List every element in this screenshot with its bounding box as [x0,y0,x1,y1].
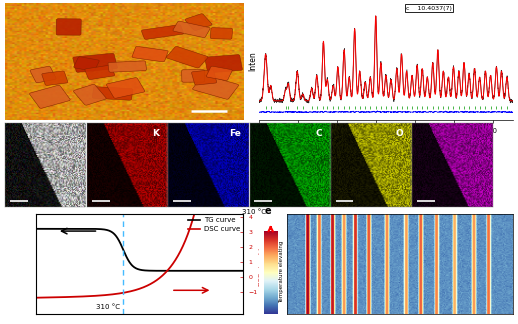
Text: 310 °C: 310 °C [96,304,120,310]
X-axis label: 2 theta (degree): 2 theta (degree) [354,139,418,148]
FancyBboxPatch shape [166,46,208,68]
FancyBboxPatch shape [108,61,147,72]
Text: 310 °C: 310 °C [242,209,266,215]
FancyBboxPatch shape [73,53,118,72]
FancyBboxPatch shape [210,28,233,39]
FancyBboxPatch shape [74,57,99,71]
Y-axis label: DSC signal (m: DSC signal (m [259,242,264,286]
FancyBboxPatch shape [182,70,205,82]
Text: K: K [152,129,160,138]
Text: Fe: Fe [229,129,240,138]
FancyBboxPatch shape [206,66,232,80]
FancyBboxPatch shape [30,85,70,108]
FancyBboxPatch shape [205,55,242,73]
FancyBboxPatch shape [30,66,56,83]
FancyBboxPatch shape [42,71,68,86]
Legend: TG curve, DSC curve: TG curve, DSC curve [188,217,240,232]
FancyBboxPatch shape [56,19,81,35]
FancyBboxPatch shape [193,75,239,99]
Y-axis label: Inten: Inten [249,52,257,71]
Text: Temperature elevating: Temperature elevating [279,241,284,303]
FancyBboxPatch shape [106,78,145,98]
FancyBboxPatch shape [74,84,106,105]
Text: C: C [315,129,322,138]
FancyBboxPatch shape [132,46,168,62]
FancyBboxPatch shape [92,87,133,100]
FancyBboxPatch shape [141,25,183,40]
FancyBboxPatch shape [173,21,210,38]
FancyBboxPatch shape [185,14,212,30]
FancyBboxPatch shape [192,70,217,85]
Text: O: O [396,129,404,138]
FancyBboxPatch shape [85,65,114,79]
Text: c    10.4037(7): c 10.4037(7) [406,6,452,11]
Text: e: e [265,206,271,216]
